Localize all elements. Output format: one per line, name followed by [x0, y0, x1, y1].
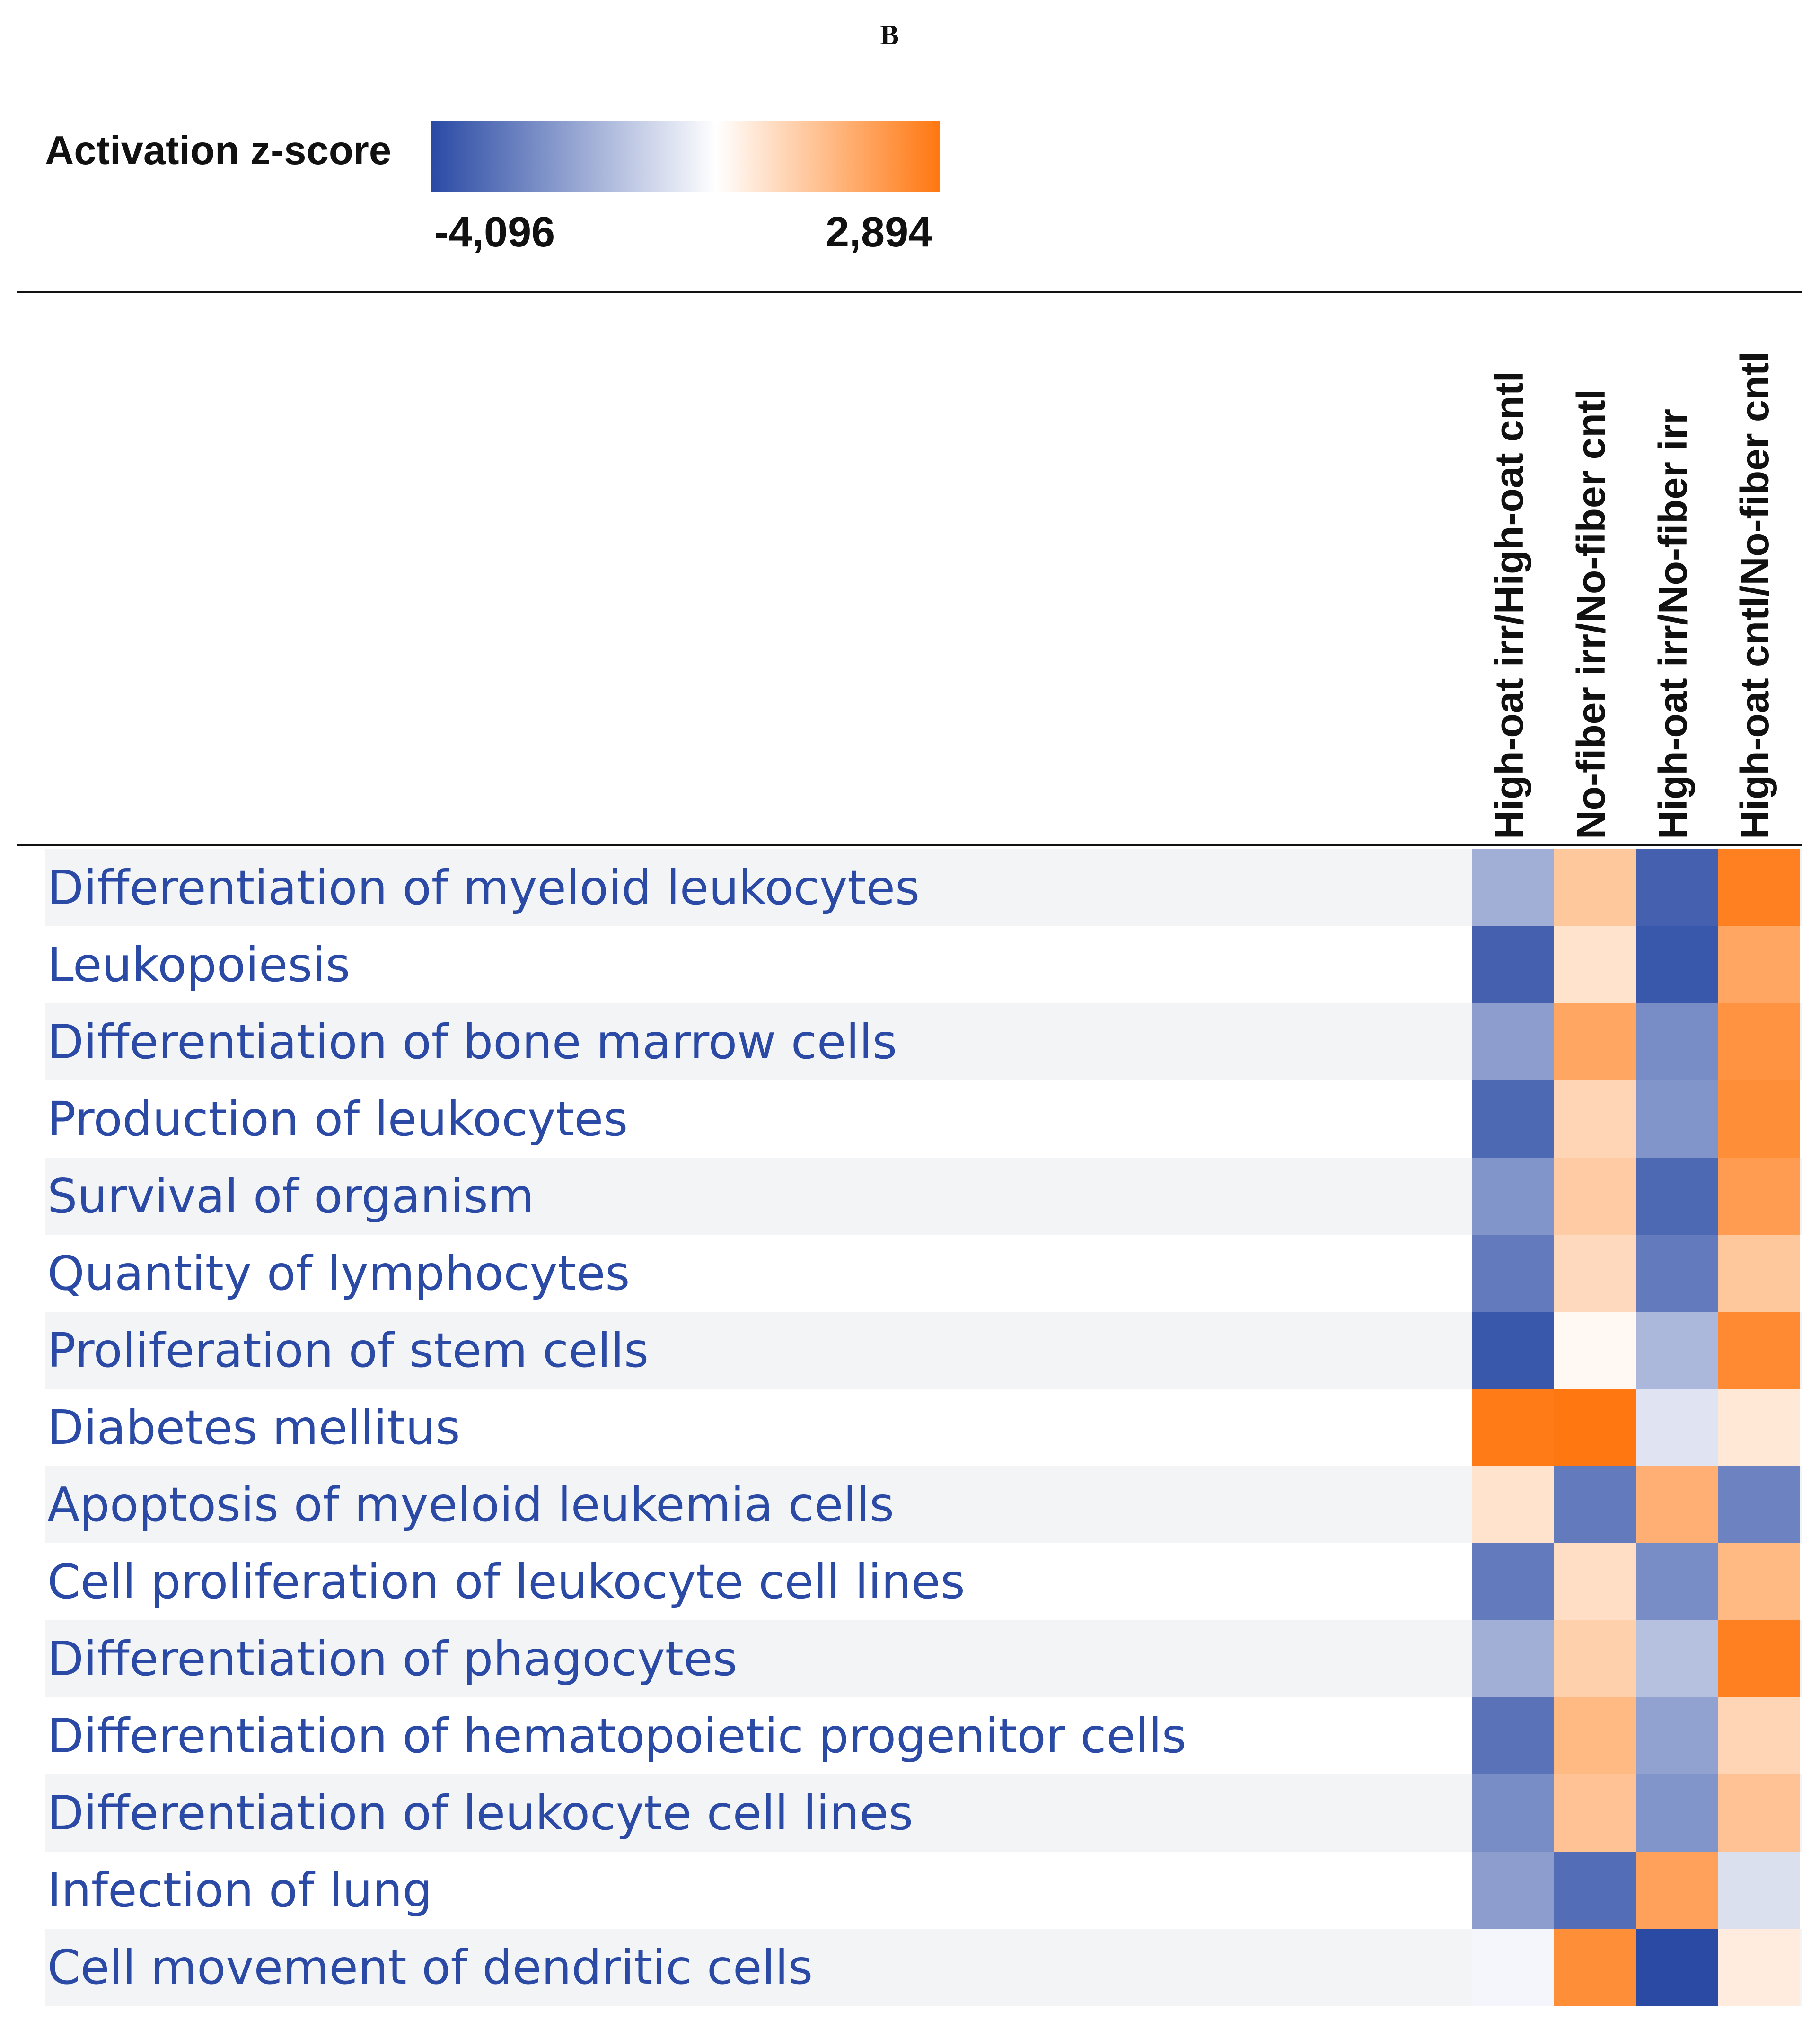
heatmap-cell — [1472, 1312, 1554, 1389]
heatmap-cell — [1554, 1852, 1636, 1929]
row-label: Differentiation of myeloid leukocytes — [47, 860, 920, 915]
heatmap-cell — [1636, 1543, 1718, 1620]
heatmap-cell — [1636, 1929, 1718, 2006]
colorbar-max-label: 2,894 — [826, 209, 932, 256]
heatmap-cell — [1636, 1620, 1718, 1697]
heatmap-cell — [1636, 1158, 1718, 1235]
heatmap-cell — [1554, 1620, 1636, 1697]
heatmap-cell — [1718, 1080, 1800, 1158]
header-divider — [17, 844, 1802, 846]
heatmap-cell — [1472, 1389, 1554, 1466]
heatmap-cell — [1718, 849, 1800, 926]
heatmap-cell — [1472, 1080, 1554, 1158]
heatmap-cell — [1636, 1080, 1718, 1158]
heatmap-cell — [1554, 1080, 1636, 1158]
heatmap-cell — [1472, 926, 1554, 1003]
heatmap-cell — [1636, 849, 1718, 926]
colorbar-title: Activation z-score — [45, 128, 392, 173]
heatmap-cell — [1718, 1235, 1800, 1312]
heatmap-cell — [1472, 1158, 1554, 1235]
row-label: Cell proliferation of leukocyte cell lin… — [47, 1554, 965, 1609]
row-label: Infection of lung — [47, 1862, 433, 1918]
heatmap-cell — [1718, 1929, 1800, 2006]
heatmap-cell — [1472, 1697, 1554, 1774]
heatmap-cell — [1554, 849, 1636, 926]
heatmap-cell — [1472, 849, 1554, 926]
heatmap-cell — [1636, 1312, 1718, 1389]
heatmap-cell — [1554, 1003, 1636, 1080]
heatmap-cell — [1718, 1620, 1800, 1697]
heatmap-cell — [1554, 1312, 1636, 1389]
heatmap-cell — [1554, 1158, 1636, 1235]
row-label: Quantity of lymphocytes — [47, 1246, 630, 1301]
heatmap-cell — [1554, 1929, 1636, 2006]
heatmap-cell — [1636, 1235, 1718, 1312]
row-label: Differentiation of phagocytes — [47, 1631, 738, 1686]
row-label: Differentiation of hematopoietic progeni… — [47, 1708, 1187, 1764]
heatmap-cell — [1636, 1774, 1718, 1852]
heatmap-cell — [1718, 926, 1800, 1003]
heatmap-cell — [1554, 1389, 1636, 1466]
heatmap-cell — [1554, 1235, 1636, 1312]
colorbar — [431, 121, 940, 192]
heatmap-cell — [1718, 1312, 1800, 1389]
row-label: Leukopoiesis — [47, 937, 351, 993]
row-label: Differentiation of bone marrow cells — [47, 1014, 897, 1070]
heatmap-cell — [1472, 1003, 1554, 1080]
row-label: Diabetes mellitus — [47, 1400, 460, 1455]
row-label: Proliferation of stem cells — [47, 1323, 649, 1378]
heatmap-cell — [1636, 1466, 1718, 1543]
heatmap-cell — [1554, 1543, 1636, 1620]
heatmap-cell — [1718, 1158, 1800, 1235]
heatmap-cell — [1472, 1543, 1554, 1620]
heatmap-cell — [1636, 1389, 1718, 1466]
heatmap-cell — [1718, 1003, 1800, 1080]
row-label: Production of leukocytes — [47, 1091, 628, 1147]
heatmap-cell — [1554, 1774, 1636, 1852]
row-label: Differentiation of leukocyte cell lines — [47, 1785, 914, 1841]
heatmap-cell — [1554, 1466, 1636, 1543]
heatmap-cell — [1718, 1852, 1800, 1929]
heatmap-cell — [1636, 926, 1718, 1003]
heatmap-cell — [1718, 1774, 1800, 1852]
colorbar-min-label: -4,096 — [434, 209, 555, 256]
heatmap-cell — [1636, 1852, 1718, 1929]
row-label: Cell movement of dendritic cells — [47, 1940, 813, 1995]
row-label: Apoptosis of myeloid leukemia cells — [47, 1477, 894, 1532]
row-label: Survival of organism — [47, 1168, 535, 1224]
top-divider — [17, 291, 1802, 293]
heatmap-cell — [1472, 1929, 1554, 2006]
heatmap-cell — [1472, 1774, 1554, 1852]
heatmap-cell — [1472, 1235, 1554, 1312]
heatmap-cell — [1718, 1466, 1800, 1543]
heatmap-cell — [1718, 1697, 1800, 1774]
heatmap-cell — [1636, 1003, 1718, 1080]
heatmap-cell — [1718, 1389, 1800, 1466]
heatmap-cell — [1472, 1620, 1554, 1697]
heatmap-cell — [1718, 1543, 1800, 1620]
heatmap-cell — [1554, 926, 1636, 1003]
heatmap-cell — [1472, 1466, 1554, 1543]
heatmap-cell — [1472, 1852, 1554, 1929]
panel-label: B — [879, 19, 899, 51]
heatmap-cell — [1636, 1697, 1718, 1774]
heatmap-cell — [1554, 1697, 1636, 1774]
